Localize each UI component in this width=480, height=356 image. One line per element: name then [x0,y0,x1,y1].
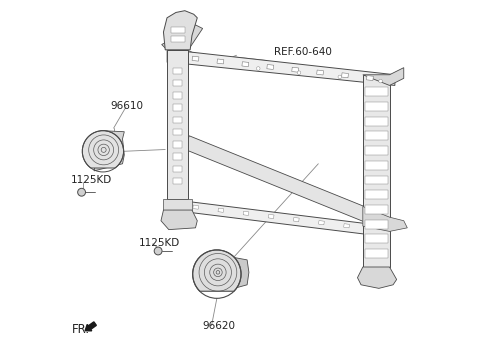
Polygon shape [173,141,182,148]
Polygon shape [164,199,192,210]
Polygon shape [293,218,299,222]
Circle shape [256,67,260,70]
Polygon shape [268,214,274,219]
Polygon shape [365,190,388,199]
Polygon shape [319,221,324,225]
Polygon shape [173,129,182,135]
Polygon shape [164,11,197,50]
Polygon shape [192,56,199,61]
Polygon shape [217,59,224,64]
Circle shape [338,75,342,79]
Polygon shape [173,92,182,99]
Polygon shape [242,62,249,67]
Polygon shape [365,249,388,258]
Polygon shape [365,205,388,214]
Polygon shape [161,210,197,230]
Polygon shape [365,146,388,155]
Polygon shape [363,206,408,231]
Polygon shape [184,136,374,224]
Polygon shape [243,211,249,215]
Polygon shape [192,250,241,291]
Text: REF.60-640: REF.60-640 [274,47,332,57]
Polygon shape [365,102,388,111]
Text: 1125KD: 1125KD [71,176,112,185]
Polygon shape [173,117,182,123]
Polygon shape [173,68,182,74]
Polygon shape [365,87,388,96]
Text: 1125KD: 1125KD [139,238,180,248]
Polygon shape [365,131,388,140]
Polygon shape [365,117,388,126]
Circle shape [78,188,85,196]
Polygon shape [162,25,203,50]
Polygon shape [365,161,388,170]
Polygon shape [365,235,388,244]
Polygon shape [193,205,199,209]
Polygon shape [170,50,395,85]
Polygon shape [317,70,324,75]
Polygon shape [173,153,182,160]
Polygon shape [218,208,224,212]
Polygon shape [363,75,390,267]
Polygon shape [170,27,185,33]
Polygon shape [170,36,185,42]
Polygon shape [267,64,274,69]
Polygon shape [83,131,123,168]
Polygon shape [228,256,249,290]
Polygon shape [94,131,124,171]
Polygon shape [173,166,182,172]
Polygon shape [358,267,396,288]
Text: 96620: 96620 [203,321,236,331]
Circle shape [154,247,162,255]
Polygon shape [292,67,299,72]
Circle shape [297,71,301,74]
Polygon shape [173,178,182,184]
Polygon shape [344,224,349,228]
Polygon shape [167,51,208,62]
Polygon shape [365,176,388,184]
Polygon shape [342,73,348,78]
Polygon shape [170,199,372,235]
FancyArrow shape [85,322,96,331]
Polygon shape [167,50,188,199]
Polygon shape [365,220,388,229]
Circle shape [379,79,383,83]
Text: 96610: 96610 [110,101,143,111]
Polygon shape [173,80,182,86]
Text: FR.: FR. [72,323,90,336]
Polygon shape [363,68,404,85]
Polygon shape [173,104,182,111]
Polygon shape [367,75,373,80]
